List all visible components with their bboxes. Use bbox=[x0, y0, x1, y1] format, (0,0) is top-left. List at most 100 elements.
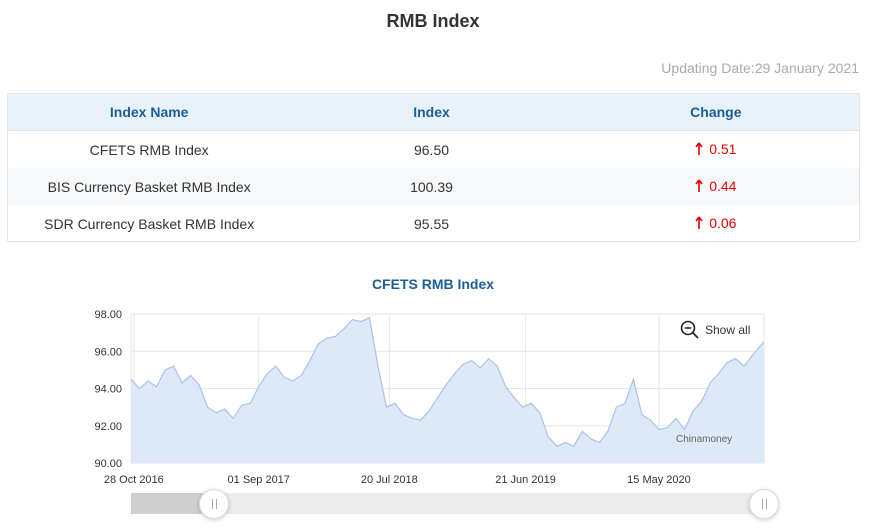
data-point bbox=[445, 384, 447, 386]
data-point bbox=[726, 361, 728, 363]
data-point bbox=[283, 376, 285, 378]
data-point bbox=[590, 438, 592, 440]
zoom-out-icon bbox=[680, 320, 699, 339]
data-point bbox=[334, 335, 336, 337]
data-point bbox=[377, 365, 379, 367]
header-index: Index bbox=[413, 104, 450, 120]
x-tick-label: 28 Oct 2016 bbox=[104, 474, 164, 486]
arrow-up-icon bbox=[695, 179, 703, 192]
data-point bbox=[164, 369, 166, 371]
data-point bbox=[215, 412, 217, 414]
data-point bbox=[658, 428, 660, 430]
data-point bbox=[530, 402, 532, 404]
show-all-label: Show all bbox=[705, 323, 751, 337]
change-cell: 0.51 bbox=[695, 141, 736, 157]
data-point bbox=[505, 386, 507, 388]
data-point bbox=[496, 365, 498, 367]
data-point bbox=[241, 404, 243, 406]
arrow-up-icon bbox=[695, 216, 703, 229]
range-slider-left-handle[interactable] bbox=[199, 489, 229, 519]
data-point bbox=[275, 365, 277, 367]
data-point bbox=[701, 401, 703, 403]
data-point bbox=[743, 365, 745, 367]
data-point bbox=[462, 363, 464, 365]
data-point bbox=[684, 428, 686, 430]
data-point bbox=[147, 380, 149, 382]
series-area bbox=[131, 317, 764, 463]
range-slider-unselected bbox=[131, 493, 214, 514]
data-point bbox=[556, 445, 558, 447]
data-point bbox=[513, 397, 515, 399]
index-chart: 98.00 96.00 94.00 92.00 90.00 28 Oct 2016 01 … bbox=[94, 309, 765, 486]
data-point bbox=[360, 320, 362, 322]
data-point bbox=[539, 412, 541, 414]
table-row: CFETS RMB Index 96.50 0.51 bbox=[8, 131, 859, 168]
y-tick-label: 92.00 bbox=[94, 421, 122, 433]
index-table: Index Name Index Change CFETS RMB Index … bbox=[7, 93, 860, 242]
range-slider-track[interactable] bbox=[131, 493, 764, 514]
data-point bbox=[428, 410, 430, 412]
data-point bbox=[198, 384, 200, 386]
y-tick-label: 96.00 bbox=[94, 346, 122, 358]
table-header: Index Name Index Change bbox=[8, 94, 859, 131]
range-slider-right-handle[interactable] bbox=[749, 489, 779, 519]
index-value-cell: 100.39 bbox=[410, 178, 453, 195]
table-row: BIS Currency Basket RMB Index 100.39 0.4… bbox=[8, 168, 859, 205]
data-point bbox=[232, 417, 234, 419]
data-point bbox=[675, 417, 677, 419]
data-point bbox=[564, 442, 566, 444]
arrow-up-icon bbox=[695, 142, 703, 155]
chart-title: CFETS RMB Index bbox=[371, 276, 495, 292]
table-row: SDR Currency Basket RMB Index 95.55 0.06 bbox=[8, 205, 859, 241]
data-point bbox=[573, 445, 575, 447]
header-change: Change bbox=[690, 104, 742, 120]
watermark: Chinamoney bbox=[676, 434, 733, 445]
grip-icon bbox=[761, 499, 767, 509]
data-point bbox=[471, 360, 473, 362]
x-tick-label: 01 Sep 2017 bbox=[228, 474, 290, 486]
data-point bbox=[173, 365, 175, 367]
change-cell: 0.44 bbox=[695, 178, 736, 194]
data-point bbox=[718, 373, 720, 375]
data-point bbox=[139, 388, 141, 390]
data-point bbox=[479, 367, 481, 369]
change-value: 0.51 bbox=[709, 140, 737, 157]
data-point bbox=[666, 427, 668, 429]
data-point bbox=[343, 328, 345, 330]
data-point bbox=[598, 442, 600, 444]
data-point bbox=[368, 317, 370, 319]
index-name-cell: CFETS RMB Index bbox=[89, 141, 209, 158]
show-all-button[interactable]: Show all bbox=[680, 320, 750, 340]
data-point bbox=[317, 343, 319, 345]
data-point bbox=[249, 402, 251, 404]
data-point bbox=[258, 386, 260, 388]
data-point bbox=[411, 417, 413, 419]
change-cell: 0.06 bbox=[695, 215, 736, 231]
data-point bbox=[709, 382, 711, 384]
x-tick-label: 20 Jul 2018 bbox=[361, 474, 418, 486]
data-point bbox=[649, 419, 651, 421]
data-point bbox=[735, 358, 737, 360]
y-tick-label: 94.00 bbox=[94, 384, 122, 396]
grip-icon bbox=[211, 499, 217, 509]
index-value-cell: 95.55 bbox=[413, 215, 450, 232]
updating-date: Updating Date:29 January 2021 bbox=[661, 60, 859, 76]
data-point bbox=[292, 380, 294, 382]
data-point bbox=[207, 406, 209, 408]
data-point bbox=[130, 378, 132, 380]
data-point bbox=[266, 373, 268, 375]
data-point bbox=[547, 436, 549, 438]
data-point bbox=[752, 354, 754, 356]
data-point bbox=[522, 406, 524, 408]
data-point bbox=[615, 406, 617, 408]
page-title: RMB Index bbox=[386, 11, 480, 31]
data-point bbox=[326, 337, 328, 339]
change-value: 0.06 bbox=[709, 214, 737, 231]
data-point bbox=[607, 430, 609, 432]
series-line bbox=[130, 316, 765, 447]
data-point bbox=[224, 408, 226, 410]
data-point bbox=[641, 414, 643, 416]
x-tick-label: 15 May 2020 bbox=[627, 474, 691, 486]
data-point bbox=[300, 374, 302, 376]
data-point bbox=[309, 360, 311, 362]
